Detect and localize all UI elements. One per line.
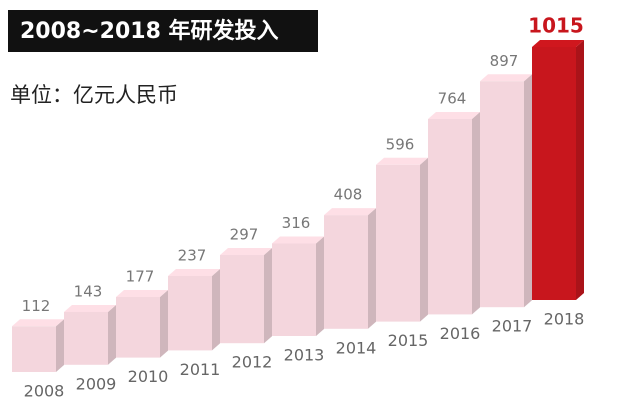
chart-subtitle: 单位：亿元人民币: [10, 83, 178, 107]
x-tick-label: 2010: [128, 367, 169, 386]
bar-top: [168, 268, 220, 276]
bar-top: [532, 40, 584, 47]
bar: [324, 215, 368, 329]
value-label: 177: [126, 267, 155, 285]
bar-side: [576, 40, 584, 300]
bar-side: [368, 208, 376, 329]
bar-top: [480, 74, 532, 82]
bar-top: [428, 112, 480, 120]
x-tick-label: 2012: [232, 353, 273, 372]
bar: [220, 255, 264, 344]
value-label: 237: [178, 246, 207, 264]
bar-side: [524, 74, 532, 308]
bar-side: [160, 289, 168, 358]
x-tick-label: 2009: [76, 374, 117, 393]
bar-side: [264, 248, 272, 344]
value-label: 897: [490, 52, 519, 70]
value-label: 408: [334, 186, 363, 204]
value-label: 143: [74, 282, 103, 300]
bar-top: [220, 248, 272, 256]
bar-top: [116, 289, 168, 297]
bar-side: [108, 304, 116, 365]
bar-side: [316, 236, 324, 336]
value-label: 596: [386, 135, 415, 153]
value-label: 1015: [528, 14, 584, 38]
value-label: 297: [230, 226, 259, 244]
bar-top: [64, 304, 116, 312]
bar-side: [212, 268, 220, 351]
bar: [428, 119, 472, 315]
bar: [64, 311, 108, 365]
chart-title: 2008~2018 年研发投入: [20, 18, 279, 44]
bar: [480, 81, 524, 308]
title-box: [8, 10, 318, 52]
x-tick-label: 2008: [24, 382, 65, 401]
x-tick-label: 2018: [544, 310, 585, 329]
value-label: 764: [438, 90, 467, 108]
x-tick-label: 2011: [180, 360, 221, 379]
bar-top: [272, 236, 324, 244]
bar-side: [420, 157, 428, 322]
x-tick-label: 2015: [388, 331, 429, 350]
bar-top: [12, 319, 64, 327]
x-tick-label: 2013: [284, 346, 325, 365]
value-label: 112: [22, 297, 51, 315]
value-label: 316: [282, 214, 311, 232]
bar: [116, 296, 160, 358]
bar: [376, 164, 420, 322]
bar-top: [324, 208, 376, 216]
bar: [272, 243, 316, 336]
bar-side: [472, 112, 480, 315]
x-tick-label: 2016: [440, 324, 481, 343]
bar: [168, 275, 212, 351]
bar: [532, 47, 576, 300]
bar: [12, 326, 56, 372]
x-tick-label: 2014: [336, 338, 377, 357]
x-tick-label: 2017: [492, 317, 533, 336]
bar-side: [56, 319, 64, 372]
bar-top: [376, 157, 428, 165]
